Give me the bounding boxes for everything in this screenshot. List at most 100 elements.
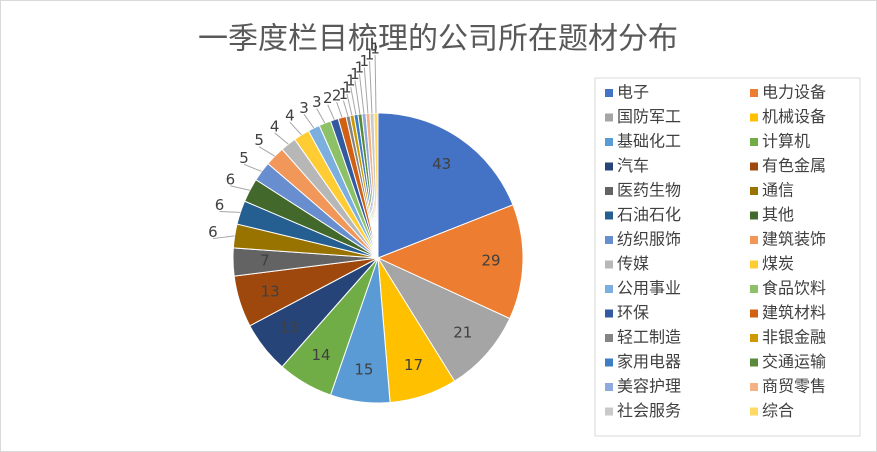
legend-label: 有色金属 xyxy=(762,156,826,175)
leader-line xyxy=(363,67,369,114)
legend-swatch xyxy=(605,407,613,416)
leader-line xyxy=(212,235,235,240)
leader-line xyxy=(350,86,357,115)
legend-label: 计算机 xyxy=(762,132,810,151)
leader-line xyxy=(354,80,361,115)
data-label: 14 xyxy=(311,346,330,364)
legend-swatch xyxy=(605,211,613,220)
leader-line xyxy=(374,55,377,114)
legend-label: 家用电器 xyxy=(617,352,681,371)
leader-line xyxy=(303,113,315,129)
data-label: 21 xyxy=(453,323,472,341)
legend-label: 商贸零售 xyxy=(762,377,826,396)
legend-swatch xyxy=(605,138,613,146)
legend-swatch xyxy=(750,285,758,293)
data-label: 29 xyxy=(482,252,501,270)
legend-label: 轻工制造 xyxy=(617,328,681,347)
legend-swatch xyxy=(605,334,613,342)
legend-label: 非银金融 xyxy=(762,328,826,347)
legend-swatch xyxy=(605,309,613,318)
legend-swatch xyxy=(750,187,758,195)
legend-label: 公用事业 xyxy=(617,279,681,298)
legend-box xyxy=(594,77,861,437)
legend-swatch xyxy=(750,358,758,367)
legend-label: 石油石化 xyxy=(617,205,681,224)
legend-swatch xyxy=(605,260,613,269)
leader-line xyxy=(316,108,326,124)
legend-label: 社会服务 xyxy=(617,401,681,420)
leader-line xyxy=(336,102,343,118)
legend-label: 基础化工 xyxy=(617,132,681,151)
legend-swatch xyxy=(750,138,758,146)
data-label: 7 xyxy=(260,252,270,270)
data-label: 1 xyxy=(346,72,356,90)
legend-label: 食品饮料 xyxy=(762,279,826,298)
legend-label: 综合 xyxy=(762,401,794,420)
legend-label: 电力设备 xyxy=(762,83,826,102)
legend-label: 通信 xyxy=(762,181,794,200)
legend-swatch xyxy=(750,113,758,122)
legend-swatch xyxy=(750,162,758,171)
legend-label: 环保 xyxy=(617,303,649,322)
data-label: 15 xyxy=(354,361,373,379)
legend-label: 煤炭 xyxy=(762,254,794,273)
legend-label: 纺织服饰 xyxy=(617,230,681,249)
legend-swatch xyxy=(750,260,758,269)
data-label: 6 xyxy=(226,170,236,188)
legend-swatch xyxy=(605,113,613,122)
legend-label: 美容护理 xyxy=(617,377,681,396)
legend-swatch xyxy=(605,358,613,367)
data-label: 17 xyxy=(404,356,423,374)
legend-label: 建筑装饰 xyxy=(762,230,826,249)
legend-swatch xyxy=(750,211,758,220)
data-label: 4 xyxy=(270,117,280,135)
legend-label: 交通运输 xyxy=(762,352,826,371)
data-label: 3 xyxy=(299,99,309,117)
legend-swatch xyxy=(605,187,613,195)
leader-line xyxy=(346,93,353,116)
legend-swatch xyxy=(750,236,758,244)
data-label: 4 xyxy=(285,107,295,125)
legend-swatch xyxy=(605,162,613,171)
data-label: 13 xyxy=(261,283,280,301)
legend-swatch xyxy=(605,89,613,97)
legend-label: 其他 xyxy=(762,205,794,224)
legend-swatch xyxy=(605,285,613,293)
data-label: 5 xyxy=(254,131,264,149)
chart-title: 一季度栏目梳理的公司所在题材分布 xyxy=(198,22,678,57)
legend-label: 国防军工 xyxy=(617,107,681,126)
legend-swatch xyxy=(605,236,613,244)
data-label: 1 xyxy=(365,46,375,64)
leader-line xyxy=(274,132,289,145)
pie-slice xyxy=(376,204,524,320)
leader-line xyxy=(327,104,335,120)
pie-slice xyxy=(377,112,514,259)
data-label: 5 xyxy=(239,149,249,167)
legend-swatch xyxy=(750,383,758,391)
legend-label: 汽车 xyxy=(617,156,649,175)
leader-line xyxy=(369,61,373,114)
legend-swatch xyxy=(750,89,758,97)
leader-line xyxy=(342,100,349,117)
data-label: 2 xyxy=(323,89,333,107)
data-label: 6 xyxy=(208,223,218,241)
legend-swatch xyxy=(605,383,613,391)
legend-label: 传媒 xyxy=(617,254,649,273)
legend-swatch xyxy=(750,334,758,342)
data-label: 1 xyxy=(339,85,349,103)
legend-swatch xyxy=(750,407,758,416)
data-label: 1 xyxy=(342,78,352,96)
data-label: 1 xyxy=(355,58,365,76)
data-label: 1 xyxy=(370,40,380,58)
data-label: 1 xyxy=(360,52,370,70)
leader-line xyxy=(230,185,250,191)
legend-label: 机械设备 xyxy=(762,107,826,126)
legend-label: 医药生物 xyxy=(617,181,681,200)
legend-label: 建筑材料 xyxy=(762,303,826,322)
pie-slice xyxy=(376,256,511,382)
data-label: 43 xyxy=(432,155,451,173)
data-label: 2 xyxy=(332,87,342,105)
data-label: 3 xyxy=(312,93,322,111)
data-label: 1 xyxy=(350,65,360,83)
